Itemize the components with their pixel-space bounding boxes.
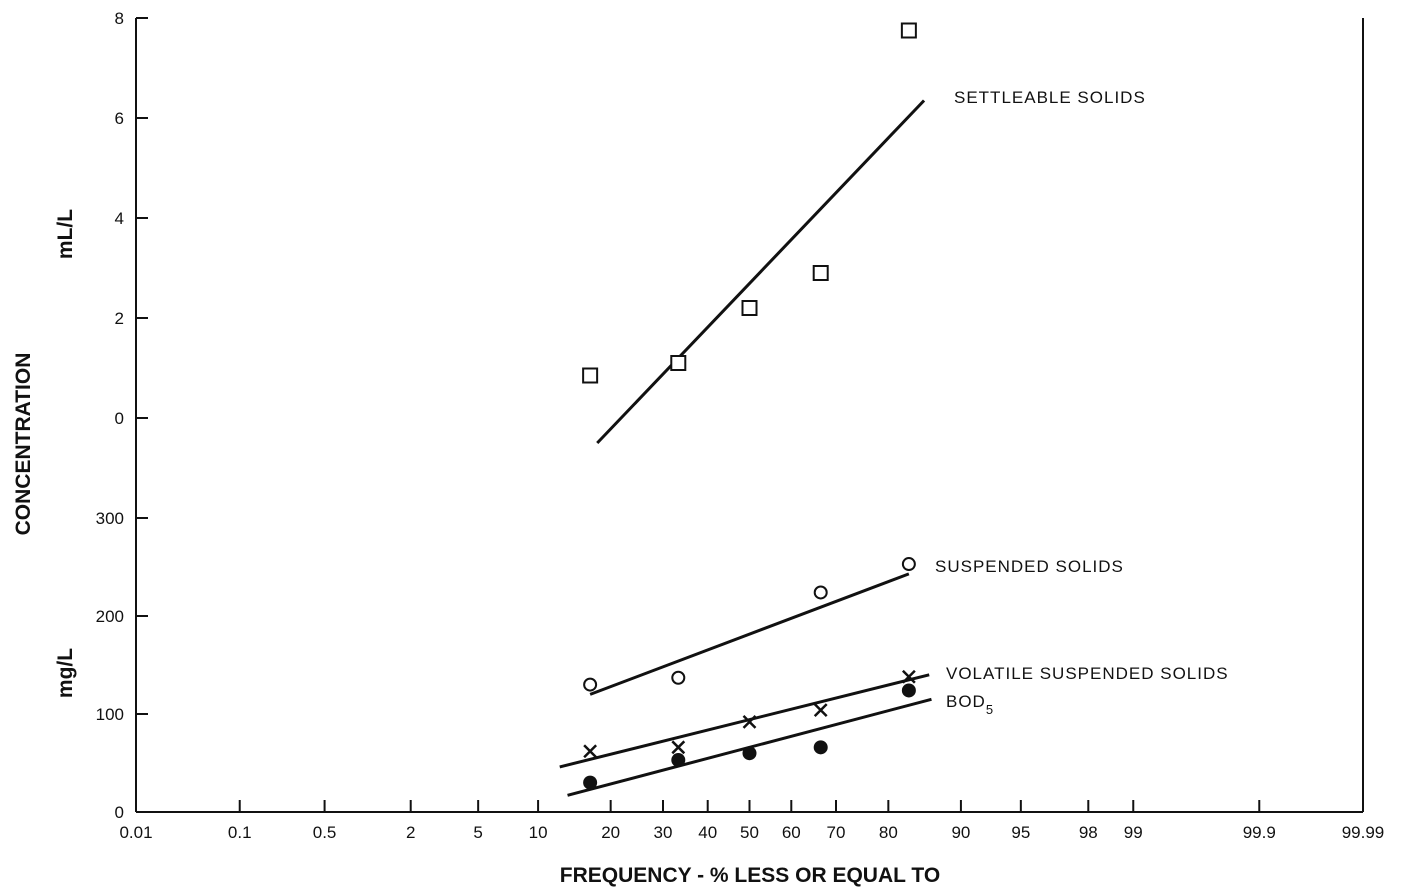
x-tick-label: 99.99: [1342, 823, 1385, 842]
data-point: [813, 740, 828, 755]
data-point: [582, 367, 599, 384]
fit-line: [596, 99, 926, 445]
x-tick-label: 80: [879, 823, 898, 842]
y-tick-label: 100: [96, 705, 124, 724]
x-tick-label: 10: [529, 823, 548, 842]
y-tick-label: 4: [115, 209, 124, 228]
data-point: [741, 300, 758, 316]
series-label: SUSPENDED SOLIDS: [935, 557, 1124, 576]
x-tick-label: 95: [1011, 823, 1030, 842]
data-point: [813, 703, 828, 717]
series-label-text: SETTLEABLE SOLIDS: [954, 88, 1146, 107]
panel-y-label: mg/L: [54, 648, 77, 698]
series-label-text: BOD: [946, 692, 986, 711]
data-point: [671, 740, 686, 755]
x-tick-label: 90: [951, 823, 970, 842]
y-tick-label: 0: [115, 803, 124, 822]
data-point: [812, 265, 829, 281]
x-tick-label: 2: [406, 823, 415, 842]
data-point: [813, 585, 828, 600]
y-tick-label: 8: [115, 9, 124, 28]
y-tick-label: 300: [96, 509, 124, 528]
data-point: [583, 677, 598, 692]
panel-y-label: mL/L: [54, 209, 77, 259]
data-point: [742, 714, 757, 729]
fit-line: [559, 673, 930, 769]
x-tick-label: 50: [740, 823, 759, 842]
data-point: [671, 670, 686, 685]
x-tick-label: 98: [1079, 823, 1098, 842]
x-tick-label: 5: [473, 823, 482, 842]
x-axis-title: FREQUENCY - % LESS OR EQUAL TO: [560, 864, 940, 887]
series-label: BOD5: [946, 692, 994, 717]
y-tick-label: 0: [115, 409, 124, 428]
fit-line: [589, 572, 910, 696]
data-point: [583, 775, 598, 790]
x-tick-label: 99.9: [1243, 823, 1276, 842]
y-tick-label: 2: [115, 309, 124, 328]
x-tick-label: 0.1: [228, 823, 252, 842]
series-label-subscript: 5: [986, 702, 994, 717]
data-point: [671, 753, 686, 768]
data-point: [900, 22, 917, 39]
x-tick-label: 0.5: [313, 823, 337, 842]
x-tick-label: 40: [698, 823, 717, 842]
x-tick-label: 60: [782, 823, 801, 842]
series-label: SETTLEABLE SOLIDS: [954, 88, 1146, 107]
y-tick-label: 6: [115, 109, 124, 128]
x-tick-label: 70: [827, 823, 846, 842]
data-point: [901, 557, 916, 572]
x-tick-label: 99: [1124, 823, 1143, 842]
y-tick-label: 200: [96, 607, 124, 626]
y-axis-title: CONCENTRATION: [12, 353, 35, 536]
x-tick-label: 30: [654, 823, 673, 842]
x-tick-label: 0.01: [119, 823, 152, 842]
series-label-text: VOLATILE SUSPENDED SOLIDS: [946, 664, 1229, 683]
series-label-text: SUSPENDED SOLIDS: [935, 557, 1124, 576]
data-point: [583, 744, 598, 759]
data-point: [901, 669, 916, 684]
data-point: [670, 355, 687, 371]
data-point: [901, 683, 916, 698]
series-label: VOLATILE SUSPENDED SOLIDS: [946, 664, 1229, 683]
x-tick-label: 20: [601, 823, 620, 842]
data-point: [742, 746, 757, 761]
